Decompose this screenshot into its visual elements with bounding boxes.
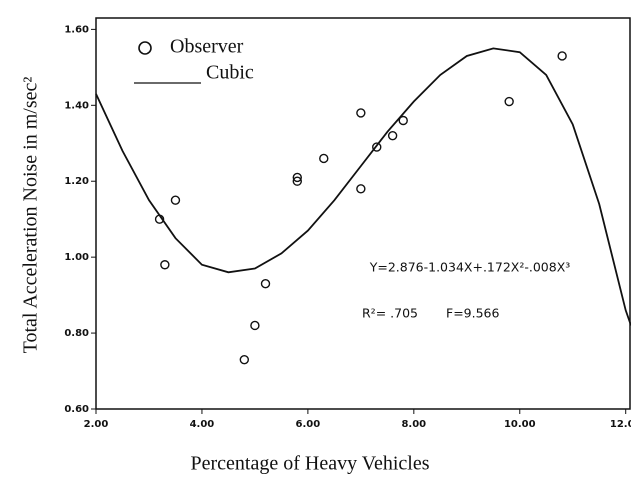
y-tick-label: 1.40 xyxy=(64,100,89,111)
legend-label: Observer xyxy=(170,36,244,58)
plot-frame xyxy=(95,17,631,410)
point xyxy=(250,320,260,331)
point xyxy=(239,354,250,365)
point xyxy=(387,130,398,141)
point xyxy=(292,176,302,186)
x-tick-label: 10.00 xyxy=(504,419,536,430)
x-axis-label: Percentage of Heavy Vehicles xyxy=(191,453,430,475)
y-tick-label: 1.60 xyxy=(64,24,89,35)
f-statistic: F=9.566 xyxy=(446,306,499,321)
point xyxy=(504,96,514,107)
point xyxy=(557,51,567,61)
x-tick-label: 4.00 xyxy=(190,419,215,430)
point xyxy=(170,195,181,205)
y-tick-label: 0.80 xyxy=(64,328,89,339)
equation: Y=2.876-1.034X+.172X²-.008X³ xyxy=(369,260,571,275)
r-squared: R²= .705 xyxy=(362,306,418,321)
point xyxy=(160,260,170,270)
point xyxy=(372,142,382,152)
x-tick-label: 12.00 xyxy=(610,419,631,430)
x-tick-label: 8.00 xyxy=(401,419,426,430)
y-tick-label: 1.20 xyxy=(64,176,89,187)
point xyxy=(260,279,271,289)
fit-line xyxy=(95,47,631,326)
point xyxy=(292,172,302,183)
point xyxy=(319,153,329,164)
legend-label: Cubic xyxy=(206,62,254,84)
point xyxy=(398,115,408,126)
point xyxy=(356,108,366,118)
y-axis-label: Total Acceleration Noise in m/sec² xyxy=(20,77,42,354)
point xyxy=(356,184,366,194)
x-tick-label: 2.00 xyxy=(84,419,109,430)
legend-marker xyxy=(138,41,152,55)
y-tick-label: 0.60 xyxy=(64,404,89,415)
x-tick-label: 6.00 xyxy=(296,419,321,430)
y-tick-label: 1.00 xyxy=(64,252,89,263)
